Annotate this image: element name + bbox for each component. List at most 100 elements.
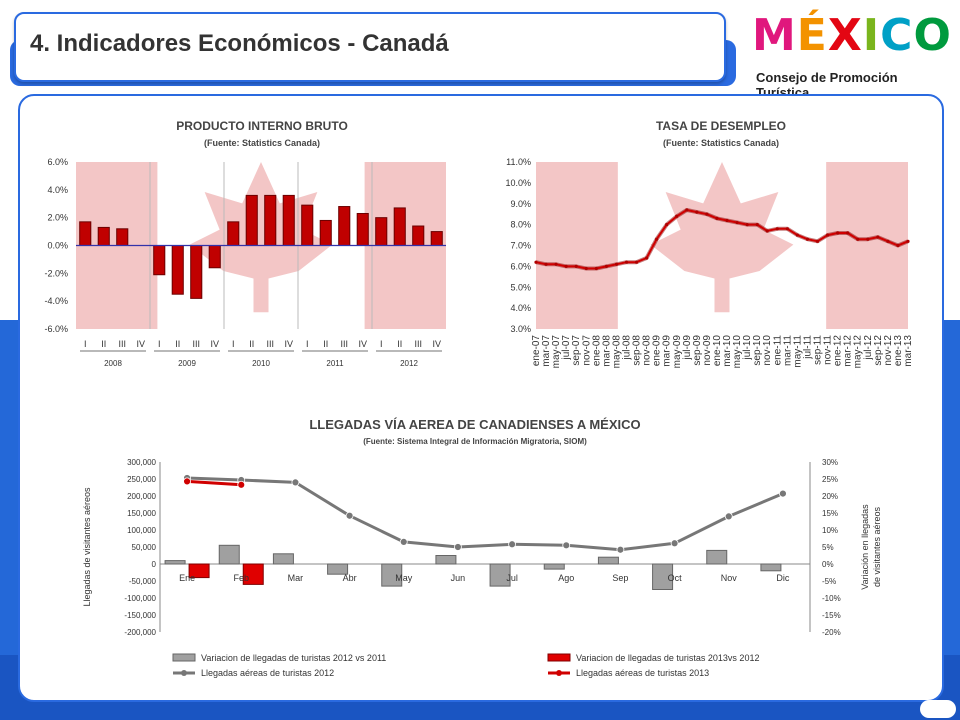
unemployment-point — [574, 264, 578, 268]
pager-pill — [920, 700, 956, 718]
unemployment-point — [634, 260, 639, 264]
year-label: 2011 — [326, 359, 344, 368]
y-tick-label: 10.0% — [505, 178, 531, 188]
x-tick-label: may-07 — [551, 335, 562, 369]
gdp-bar — [153, 245, 166, 276]
unemployment-point — [856, 237, 860, 241]
quarter-label: IV — [432, 339, 441, 349]
year-label: 2009 — [178, 359, 196, 368]
x-tick-label: nov-11 — [823, 335, 834, 365]
category-label: Jul — [506, 573, 518, 583]
y-tick-label: 11.0% — [506, 157, 531, 167]
x-tick-label: sep-07 — [571, 335, 582, 366]
title-box — [14, 12, 726, 82]
y2-tick-label: 15% — [822, 509, 838, 518]
unemployment-point — [685, 208, 689, 212]
unemployment-point — [554, 262, 558, 266]
quarter-label: II — [175, 339, 180, 349]
y2-tick-label: -5% — [822, 577, 836, 586]
x-tick-label: ene-08 — [591, 335, 602, 367]
x-tick-label: may-11 — [792, 335, 803, 368]
x-tick-label: sep-08 — [632, 335, 643, 366]
gdp-chart-title: PRODUCTO INTERNO BRUTO — [176, 119, 348, 133]
y-tick-label: 3.0% — [510, 324, 531, 334]
flag-band-left — [536, 162, 618, 329]
gdp-chart: 6.0%4.0%2.0%0.0%-2.0%-4.0%-6.0%I II III IV I… — [44, 157, 446, 368]
y-tick-label: -2.0% — [44, 268, 68, 278]
y2-tick-label: -15% — [822, 611, 841, 620]
category-label: Abr — [343, 573, 357, 583]
x-tick-label: ene-13 — [893, 335, 904, 367]
y-axis-title: Llegadas de visitantes aéreos — [82, 487, 92, 607]
gdp-bar — [245, 194, 258, 246]
unemployment-point — [564, 264, 568, 268]
y-tick-label: -150,000 — [124, 611, 156, 620]
unemployment-point — [644, 256, 649, 260]
unemployment-point — [665, 223, 669, 227]
unemployment-point — [896, 243, 900, 248]
gdp-bar — [190, 245, 203, 299]
variation-2012-bar — [435, 555, 457, 565]
arrivals-2012-point — [670, 539, 679, 548]
category-label: Mar — [288, 573, 304, 583]
unemployment-point — [775, 227, 779, 231]
y2-tick-label: -10% — [822, 594, 841, 603]
x-tick-label: sep-12 — [873, 335, 884, 366]
gdp-bar — [79, 221, 92, 246]
y-tick-label: 9.0% — [510, 199, 531, 209]
variation-2012-bar — [164, 560, 186, 565]
unemployment-point — [906, 239, 910, 243]
gdp-bar — [116, 228, 129, 247]
arrivals-2012-point — [616, 545, 625, 554]
maple-leaf — [189, 162, 333, 313]
y2-tick-label: 0% — [822, 560, 834, 569]
x-tick-label: mar-07 — [541, 335, 552, 367]
legend-label: Llegadas aéreas de turistas 2013 — [576, 668, 709, 678]
category-label: Feb — [233, 573, 249, 583]
legend-label: Llegadas aéreas de turistas 2012 — [201, 668, 334, 678]
unemployment-point — [705, 212, 709, 216]
quarter-label: II — [397, 339, 402, 349]
x-tick-label: jul-12 — [863, 335, 874, 361]
y-tick-label: -100,000 — [124, 594, 156, 603]
logo-word: MÉXICO — [752, 10, 952, 61]
variation-2012-bar — [597, 556, 619, 565]
quarter-label: II — [101, 339, 106, 349]
arrivals-chart-title: LLEGADAS VÍA AEREA DE CANADIENSES A MÉXI… — [309, 417, 641, 432]
gdp-bar — [412, 225, 425, 247]
gdp-bar — [338, 206, 351, 246]
gdp-bar — [227, 221, 240, 246]
quarter-label: I — [84, 339, 87, 349]
quarter-label: III — [118, 339, 126, 349]
legend-marker-gray — [181, 670, 187, 676]
y-tick-label: 100,000 — [127, 526, 156, 535]
y-tick-label: 0 — [152, 560, 157, 569]
y2-tick-label: 10% — [822, 526, 838, 535]
gdp-bar — [319, 219, 332, 246]
unemployment-point — [886, 239, 890, 243]
maple-leaf — [650, 162, 794, 313]
category-label: Dic — [776, 573, 789, 583]
quarter-label: I — [158, 339, 161, 349]
x-tick-label: jul-10 — [742, 335, 753, 361]
x-tick-label: mar-13 — [903, 335, 914, 367]
unemployment-point — [795, 233, 800, 237]
y-tick-label: 2.0% — [47, 213, 68, 223]
unemployment-line — [535, 209, 909, 270]
variation-2012-bar — [489, 563, 511, 587]
unemployment-point — [655, 237, 659, 241]
category-label: Oct — [668, 573, 683, 583]
gdp-bar — [171, 245, 184, 295]
category-label: Jun — [451, 573, 466, 583]
unemployment-point — [815, 239, 820, 243]
legend-label: Variacion de llegadas de turistas 2012 v… — [201, 653, 386, 663]
variation-2012-bar — [218, 544, 240, 565]
x-tick-label: nov-12 — [883, 335, 894, 366]
arrivals-2013-point — [183, 477, 191, 486]
variation-2012-bar — [543, 563, 565, 570]
quarter-label: I — [306, 339, 309, 349]
x-tick-label: mar-12 — [843, 335, 854, 367]
unemployment-point — [785, 227, 789, 231]
arrivals-2012-point — [291, 478, 300, 487]
arrivals-2012-point — [724, 512, 733, 521]
